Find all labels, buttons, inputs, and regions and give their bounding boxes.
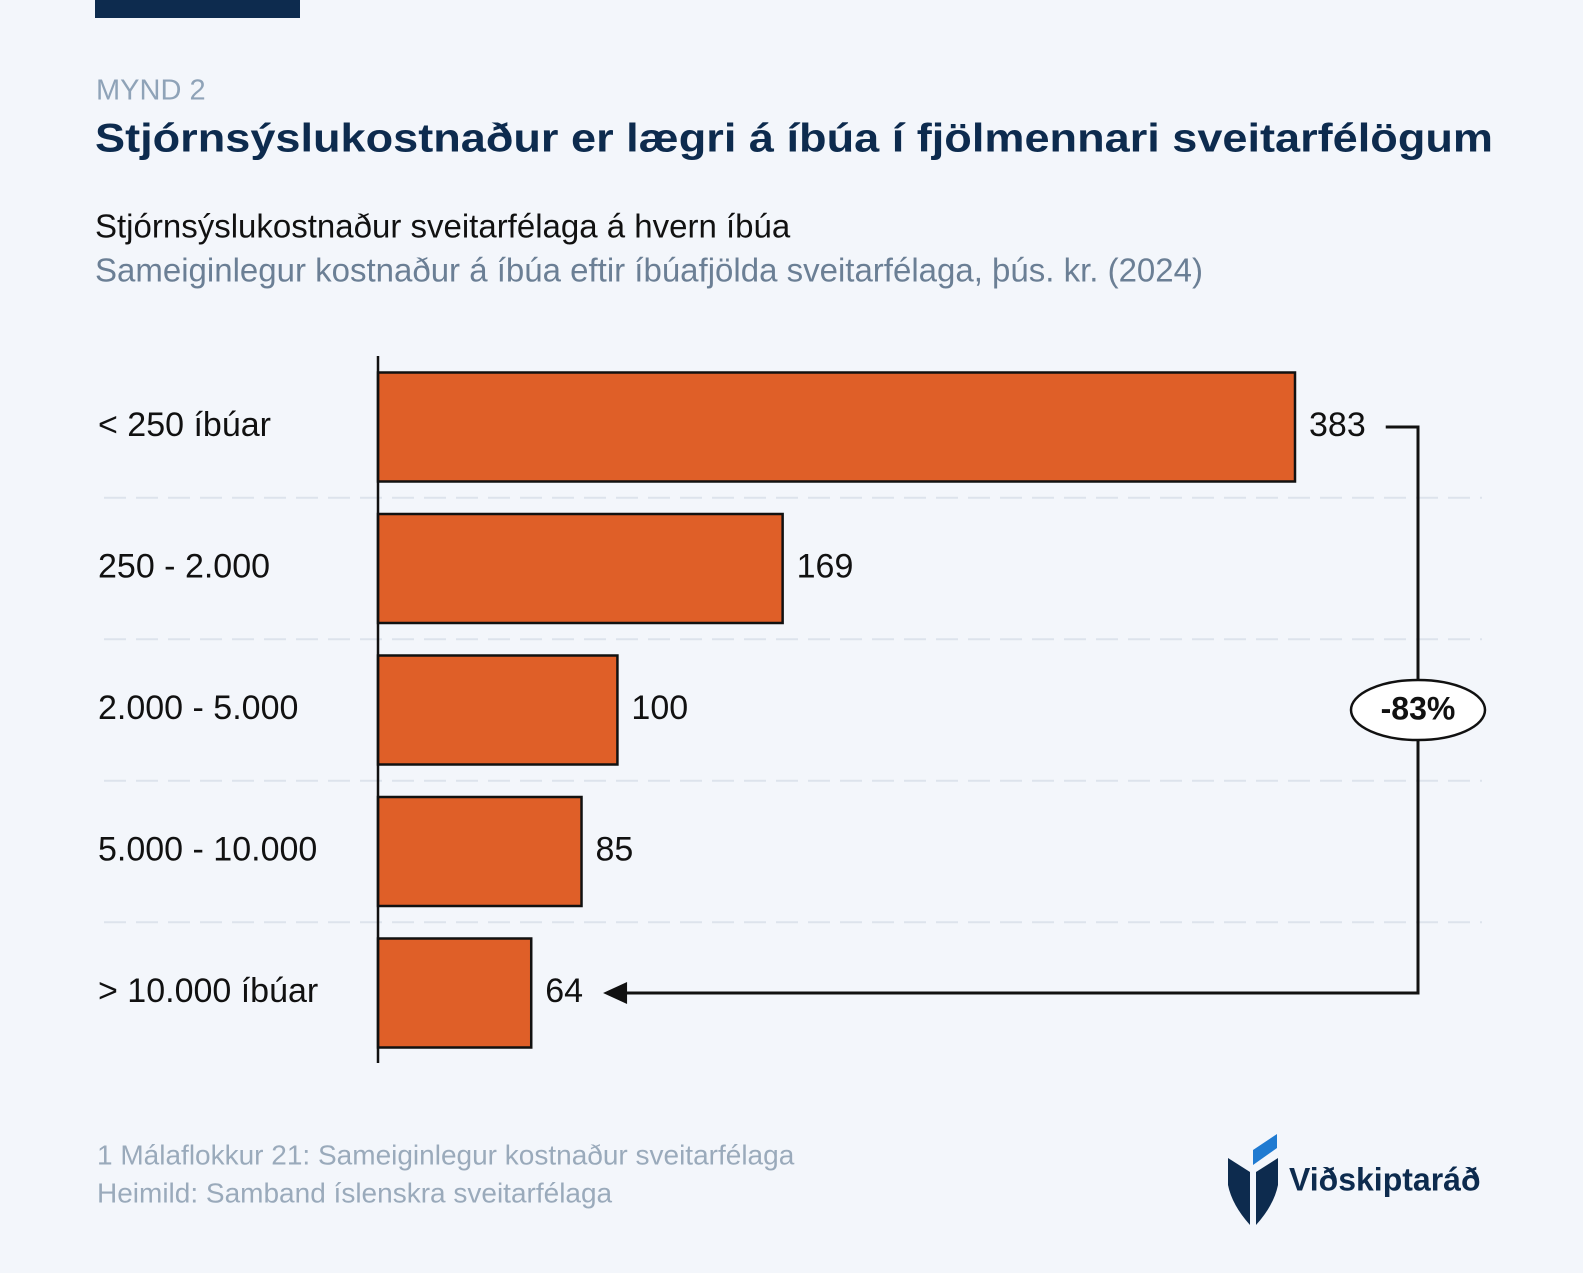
bar [376,937,533,1049]
bar [376,654,619,766]
subtitle: Sameiginlegur kostnaður á íbúa eftir íbú… [95,252,1203,289]
y-tick-label: 250 - 2.000 [98,547,270,585]
annotation: -83% [1381,690,1456,726]
y-tick-label: < 250 íbúar [98,406,271,444]
footnote: 1 Málaflokkur 21: Sameiginlegur kostnaðu… [97,1139,795,1170]
bar [376,371,1297,483]
data-label: 85 [596,830,634,868]
logo-icon [1253,1134,1277,1165]
logo-icon [1228,1158,1250,1225]
bar [376,795,583,908]
kicker: MYND 2 [96,75,206,107]
data-label: 64 [545,972,583,1010]
data-label: 383 [1309,406,1366,444]
logo: Viðskiptaráð [1228,1134,1480,1225]
y-tick-label: > 10.000 íbúar [98,972,318,1010]
chart-title: Stjórnsýslukostnaður er lægri á íbúa í f… [95,117,1493,161]
data-label: 100 [631,689,688,727]
data-label: 169 [797,547,854,585]
arrow-head [603,982,628,1004]
bar [376,512,784,625]
top-bar [95,0,300,18]
logo-icon [1256,1158,1278,1225]
y-tick-label: 5.000 - 10.000 [98,830,317,868]
footnote: Heimild: Samband íslenskra sveitarfélaga [97,1177,613,1208]
subtitle: Stjórnsýslukostnaður sveitarfélaga á hve… [95,208,791,245]
brand: Viðskiptaráð [1289,1161,1480,1197]
annotation-badge [1349,678,1487,742]
y-tick-label: 2.000 - 5.000 [98,689,298,727]
